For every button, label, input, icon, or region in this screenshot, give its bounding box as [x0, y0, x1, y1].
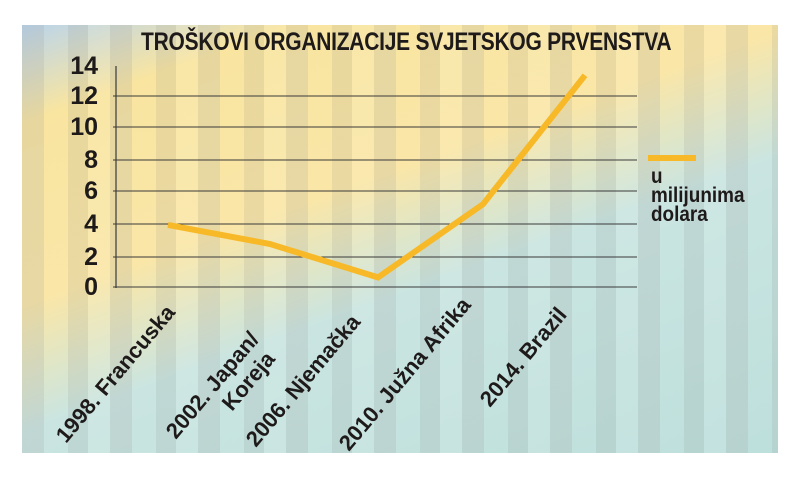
y-tick-0: 0 [84, 273, 98, 301]
cost-series-line [167, 73, 588, 281]
x-label-2014: 2014. Brazil [475, 302, 572, 411]
legend-line-3: dolara [651, 203, 708, 226]
legend-line-2: milijunima [651, 184, 745, 207]
y-tick-12: 12 [70, 82, 98, 110]
y-tick-6: 6 [84, 177, 98, 205]
x-label-2010: 2010. Južna Afrika [334, 292, 477, 455]
legend-line-1: u [651, 165, 663, 188]
y-tick-8: 8 [84, 146, 98, 174]
y-tick-14: 14 [70, 52, 98, 80]
chart-title: TROŠKOVI ORGANIZACIJE SVJETSKOG PRVENSTV… [141, 28, 672, 56]
x-tick-labels: 1998. Francuska 2002. Japan/ Koreja 2006… [51, 292, 572, 455]
x-label-1998: 1998. Francuska [51, 299, 181, 447]
y-tick-2: 2 [84, 243, 98, 271]
gridlines [113, 95, 637, 288]
legend-label: u milijunima dolara [651, 165, 745, 226]
y-tick-labels: 14 12 10 8 6 4 2 0 [70, 52, 98, 301]
y-tick-10: 10 [70, 113, 98, 141]
y-tick-4: 4 [84, 210, 98, 238]
